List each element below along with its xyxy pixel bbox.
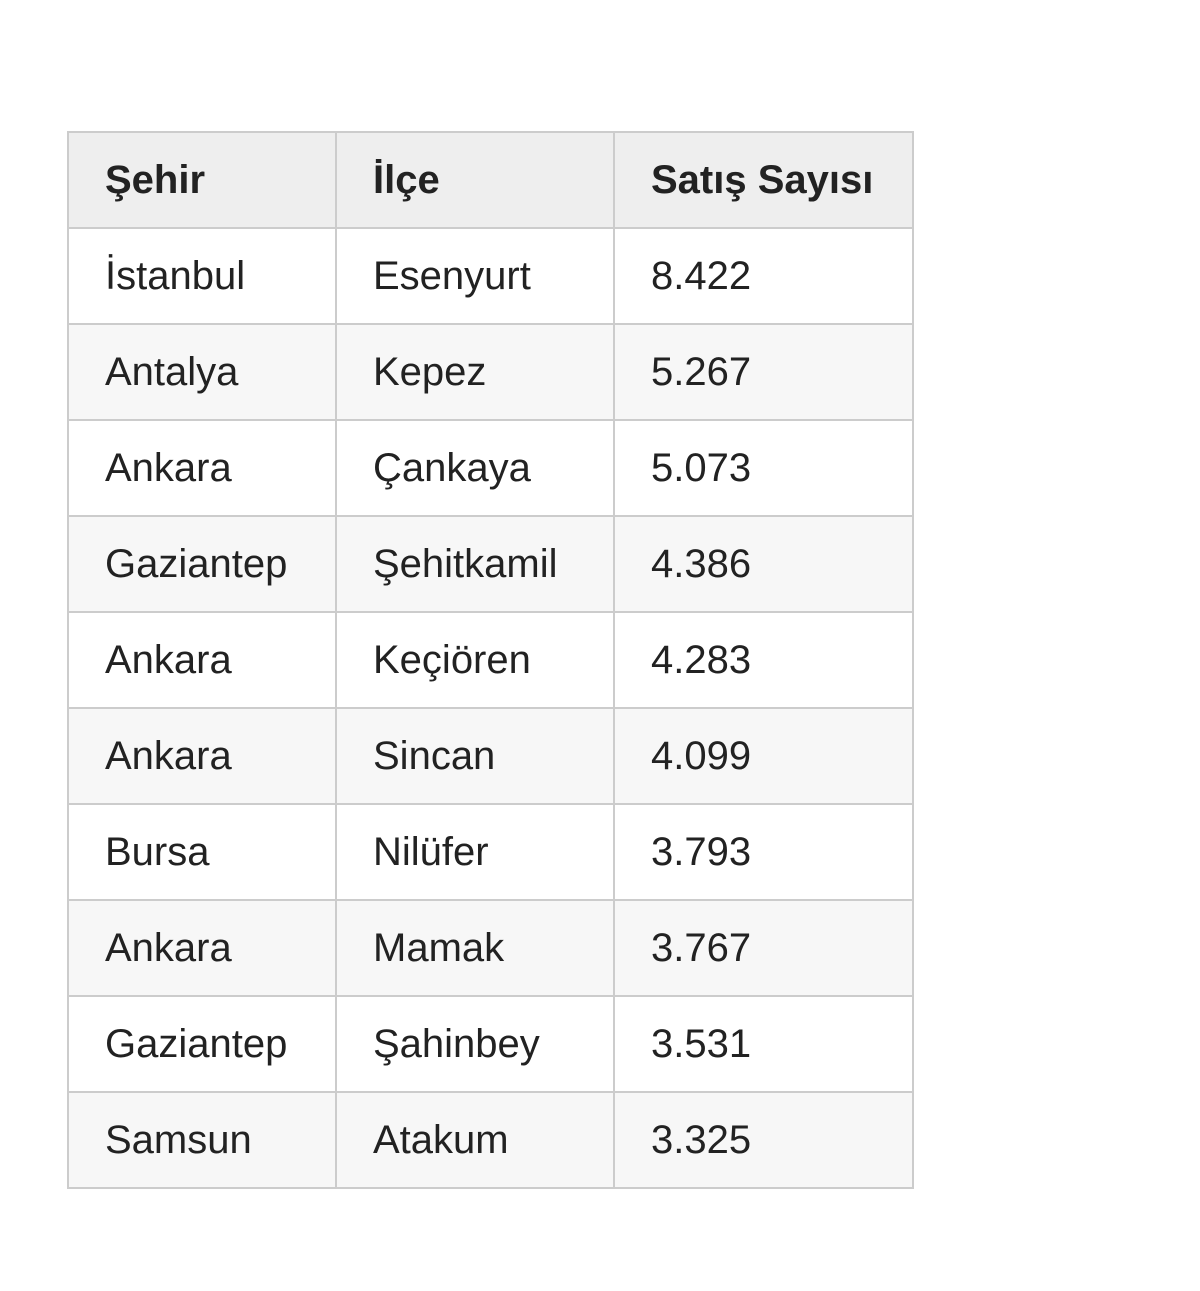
cell-sales: 4.099 — [613, 707, 914, 805]
cell-city: Bursa — [67, 803, 337, 901]
col-header-city: Şehir — [67, 131, 337, 229]
cell-sales: 3.325 — [613, 1091, 914, 1189]
table-row: Bursa Nilüfer 3.793 — [67, 803, 914, 901]
cell-district: Kepez — [335, 323, 615, 421]
cell-city: Ankara — [67, 899, 337, 997]
table-row: Antalya Kepez 5.267 — [67, 323, 914, 421]
table-row: Gaziantep Şahinbey 3.531 — [67, 995, 914, 1093]
cell-city: Antalya — [67, 323, 337, 421]
cell-sales: 3.793 — [613, 803, 914, 901]
cell-district: Çankaya — [335, 419, 615, 517]
table-header-row: Şehir İlçe Satış Sayısı — [67, 131, 914, 229]
table-row: İstanbul Esenyurt 8.422 — [67, 227, 914, 325]
cell-district: Keçiören — [335, 611, 615, 709]
cell-city: Samsun — [67, 1091, 337, 1189]
cell-district: Sincan — [335, 707, 615, 805]
cell-sales: 4.386 — [613, 515, 914, 613]
cell-district: Mamak — [335, 899, 615, 997]
table-row: Gaziantep Şehitkamil 4.386 — [67, 515, 914, 613]
cell-sales: 4.283 — [613, 611, 914, 709]
cell-sales: 5.267 — [613, 323, 914, 421]
cell-city: Ankara — [67, 611, 337, 709]
cell-city: Ankara — [67, 707, 337, 805]
cell-city: Gaziantep — [67, 995, 337, 1093]
cell-sales: 5.073 — [613, 419, 914, 517]
table-row: Ankara Çankaya 5.073 — [67, 419, 914, 517]
cell-city: İstanbul — [67, 227, 337, 325]
cell-district: Atakum — [335, 1091, 615, 1189]
table-row: Ankara Mamak 3.767 — [67, 899, 914, 997]
table-row: Ankara Keçiören 4.283 — [67, 611, 914, 709]
cell-district: Esenyurt — [335, 227, 615, 325]
sales-table-container: Şehir İlçe Satış Sayısı İstanbul Esenyur… — [67, 131, 914, 1189]
cell-district: Şahinbey — [335, 995, 615, 1093]
col-header-sales: Satış Sayısı — [613, 131, 914, 229]
col-header-district: İlçe — [335, 131, 615, 229]
sales-table: Şehir İlçe Satış Sayısı İstanbul Esenyur… — [67, 131, 914, 1189]
cell-district: Şehitkamil — [335, 515, 615, 613]
cell-sales: 8.422 — [613, 227, 914, 325]
table-row: Ankara Sincan 4.099 — [67, 707, 914, 805]
cell-district: Nilüfer — [335, 803, 615, 901]
table-row: Samsun Atakum 3.325 — [67, 1091, 914, 1189]
cell-sales: 3.531 — [613, 995, 914, 1093]
cell-city: Gaziantep — [67, 515, 337, 613]
cell-city: Ankara — [67, 419, 337, 517]
cell-sales: 3.767 — [613, 899, 914, 997]
